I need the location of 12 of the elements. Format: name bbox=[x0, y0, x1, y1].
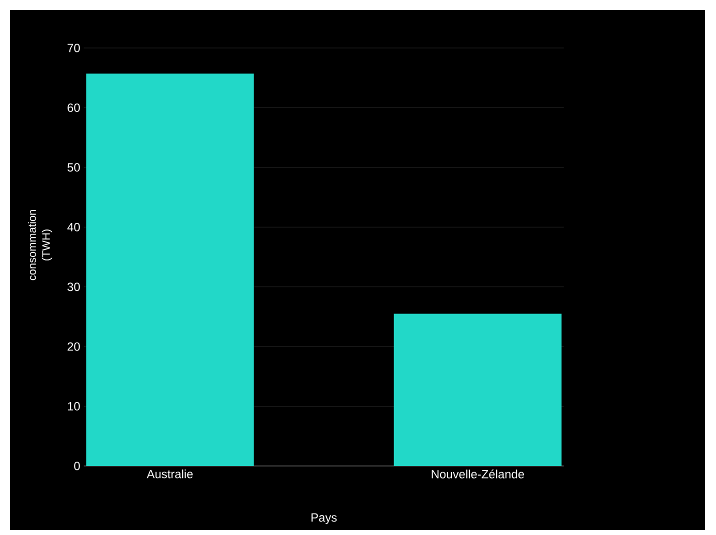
y-tick-label: 0 bbox=[74, 462, 80, 470]
y-tick-label: 10 bbox=[68, 402, 80, 410]
x-tick-label: Nouvelle-Zélande bbox=[432, 470, 524, 478]
y-tick-label: 70 bbox=[68, 44, 80, 52]
y-tick-label: 30 bbox=[67, 282, 80, 292]
y-tick-label: 60 bbox=[68, 103, 80, 112]
y-tick-label: 20 bbox=[68, 342, 80, 351]
y-axis-title: consommation (TWH) bbox=[28, 210, 52, 280]
x-axis-title: Pays bbox=[312, 513, 337, 524]
y-tick-label: 50 bbox=[68, 163, 80, 172]
y-tick-label: 40 bbox=[67, 222, 80, 232]
x-tick-label: Australie bbox=[146, 470, 193, 478]
